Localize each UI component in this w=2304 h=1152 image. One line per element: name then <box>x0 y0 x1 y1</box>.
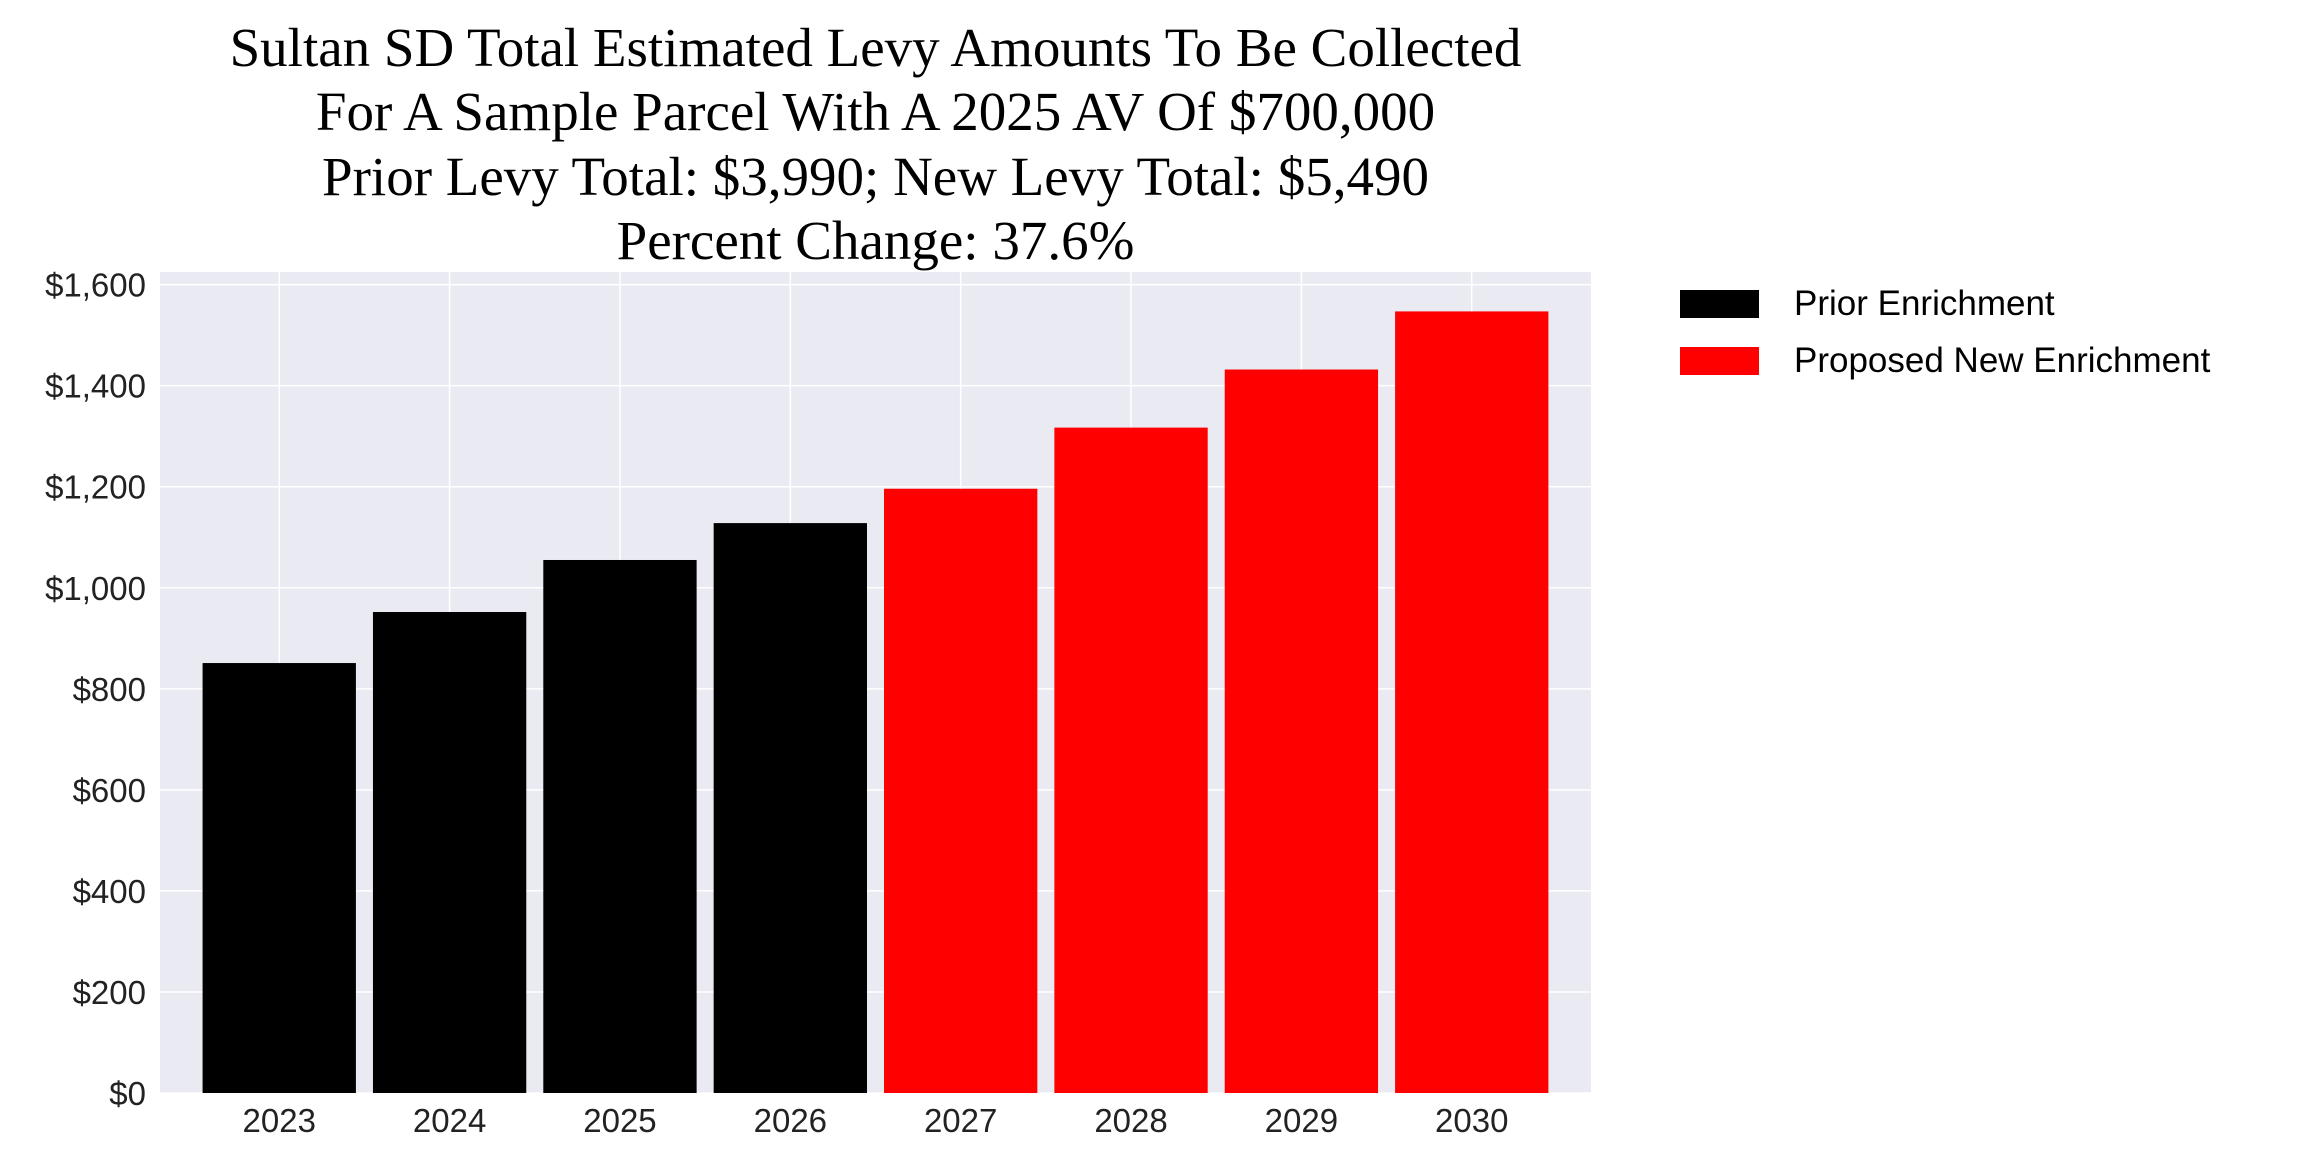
y-tick-label: $1,000 <box>45 570 146 607</box>
bar-2026 <box>713 523 867 1093</box>
y-tick-label: $1,400 <box>45 368 146 405</box>
y-tick-label: $1,600 <box>45 267 146 304</box>
y-tick-label: $600 <box>73 772 146 809</box>
y-tick-label: $800 <box>73 671 146 708</box>
bar-2027 <box>884 488 1038 1093</box>
bar-2023 <box>202 663 356 1093</box>
x-tick-label: 2023 <box>243 1102 316 1139</box>
bar-2024 <box>372 612 527 1093</box>
y-tick-label: $1,200 <box>45 469 146 506</box>
x-tick-label: 2024 <box>413 1102 486 1139</box>
chart-title-line: For A Sample Parcel With A 2025 AV Of $7… <box>316 81 1435 142</box>
chart-title-line: Sultan SD Total Estimated Levy Amounts T… <box>230 17 1522 78</box>
x-tick-label: 2025 <box>583 1102 656 1139</box>
x-tick-label: 2028 <box>1094 1102 1167 1139</box>
legend-swatch <box>1680 347 1759 375</box>
legend-swatch <box>1680 290 1759 318</box>
y-tick-label: $400 <box>73 873 146 910</box>
chart-title-line: Prior Levy Total: $3,990; New Levy Total… <box>322 146 1429 207</box>
x-tick-label: 2029 <box>1265 1102 1338 1139</box>
chart-title-line: Percent Change: 37.6% <box>617 210 1135 271</box>
y-tick-label: $0 <box>109 1075 146 1112</box>
bar-2030 <box>1395 311 1549 1094</box>
x-tick-label: 2026 <box>754 1102 827 1139</box>
x-tick-label: 2030 <box>1435 1102 1508 1139</box>
bar-2025 <box>543 559 697 1093</box>
bar-2028 <box>1054 427 1208 1093</box>
bar-2029 <box>1224 369 1379 1094</box>
legend-label: Prior Enrichment <box>1794 284 2055 323</box>
legend-label: Proposed New Enrichment <box>1794 341 2211 380</box>
y-tick-label: $200 <box>73 974 146 1011</box>
x-tick-label: 2027 <box>924 1102 997 1139</box>
